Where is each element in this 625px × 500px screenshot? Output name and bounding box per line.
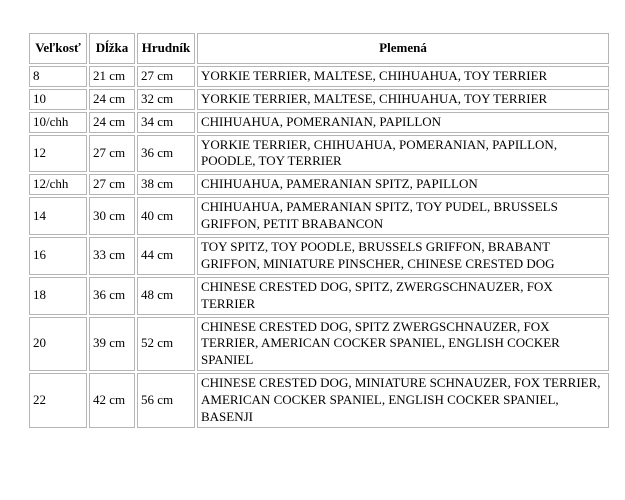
cell-size: 8 [29, 65, 87, 87]
table-row: 18 36 cm 48 cm CHINESE CRESTED DOG, SPITZ, … [29, 276, 609, 315]
cell-length: 27 cm [89, 134, 135, 173]
cell-size: 20 [29, 316, 87, 372]
cell-breeds: TOY SPITZ, TOY POODLE, BRUSSELS GRIFFON,… [197, 237, 609, 275]
cell-chest: 27 cm [137, 65, 195, 87]
cell-breeds: CHINESE CRESTED DOG, SPITZ ZWERGSCHNAUZE… [197, 316, 609, 372]
cell-length: 42 cm [89, 373, 135, 428]
cell-size: 18 [29, 276, 87, 315]
cell-chest: 36 cm [137, 134, 195, 173]
cell-chest: 48 cm [137, 276, 195, 315]
cell-breeds: CHIHUAHUA, PAMERANIAN SPITZ, TOY PUDEL, … [197, 197, 609, 236]
cell-size: 10/chh [29, 111, 87, 133]
size-chart-container: Veľkosť Dĺžka Hrudník Plemená 8 21 cm 27 c… [27, 31, 611, 430]
cell-size: 16 [29, 237, 87, 275]
table-row: 10 24 cm 32 cm YORKIE TERRIER, MALTESE, CHI… [29, 88, 609, 110]
column-header-chest: Hrudník [137, 33, 195, 64]
cell-length: 33 cm [89, 237, 135, 275]
cell-size: 14 [29, 197, 87, 236]
cell-chest: 40 cm [137, 197, 195, 236]
cell-size: 22 [29, 373, 87, 428]
cell-breeds: YORKIE TERRIER, MALTESE, CHIHUAHUA, TOY … [197, 88, 609, 110]
cell-size: 12 [29, 134, 87, 173]
cell-length: 36 cm [89, 276, 135, 315]
cell-chest: 38 cm [137, 174, 195, 196]
table-header: Veľkosť Dĺžka Hrudník Plemená [29, 33, 609, 64]
column-header-size: Veľkosť [29, 33, 87, 64]
size-table-body: 8 21 cm 27 cm YORKIE TERRIER, MALTESE, CHIH… [29, 65, 609, 428]
cell-breeds: CHIHUAHUA, POMERANIAN, PAPILLON [197, 111, 609, 133]
header-row: Veľkosť Dĺžka Hrudník Plemená [29, 33, 609, 64]
cell-chest: 32 cm [137, 88, 195, 110]
cell-length: 21 cm [89, 65, 135, 87]
table-row: 16 33 cm 44 cm TOY SPITZ, TOY POODLE, BRUSS… [29, 237, 609, 275]
table-row: 14 30 cm 40 cm CHIHUAHUA, PAMERANIAN SPITZ,… [29, 197, 609, 236]
table-row: 12/chh 27 cm 38 cm CHIHUAHUA, PAMERANIAN SP… [29, 174, 609, 196]
table-row: 20 39 cm 52 cm CHINESE CRESTED DOG, SPITZ Z… [29, 316, 609, 372]
cell-chest: 34 cm [137, 111, 195, 133]
cell-size: 12/chh [29, 174, 87, 196]
table-row: 22 42 cm 56 cm CHINESE CRESTED DOG, MINIATU… [29, 373, 609, 428]
cell-chest: 44 cm [137, 237, 195, 275]
cell-size: 10 [29, 88, 87, 110]
cell-breeds: CHINESE CRESTED DOG, SPITZ, ZWERGSCHNAUZ… [197, 276, 609, 315]
cell-length: 30 cm [89, 197, 135, 236]
cell-length: 24 cm [89, 88, 135, 110]
cell-chest: 56 cm [137, 373, 195, 428]
cell-breeds: YORKIE TERRIER, CHIHUAHUA, POMERANIAN, P… [197, 134, 609, 173]
table-row: 10/chh 24 cm 34 cm CHIHUAHUA, POMERANIAN, P… [29, 111, 609, 133]
cell-breeds: CHINESE CRESTED DOG, MINIATURE SCHNAUZER… [197, 373, 609, 428]
cell-length: 39 cm [89, 316, 135, 372]
cell-length: 27 cm [89, 174, 135, 196]
table-row: 8 21 cm 27 cm YORKIE TERRIER, MALTESE, CHIH… [29, 65, 609, 87]
cell-breeds: YORKIE TERRIER, MALTESE, CHIHUAHUA, TOY … [197, 65, 609, 87]
cell-length: 24 cm [89, 111, 135, 133]
dog-size-table: Veľkosť Dĺžka Hrudník Plemená 8 21 cm 27 c… [27, 31, 611, 430]
table-row: 12 27 cm 36 cm YORKIE TERRIER, CHIHUAHUA, P… [29, 134, 609, 173]
column-header-breeds: Plemená [197, 33, 609, 64]
column-header-length: Dĺžka [89, 33, 135, 64]
cell-breeds: CHIHUAHUA, PAMERANIAN SPITZ, PAPILLON [197, 174, 609, 196]
cell-chest: 52 cm [137, 316, 195, 372]
